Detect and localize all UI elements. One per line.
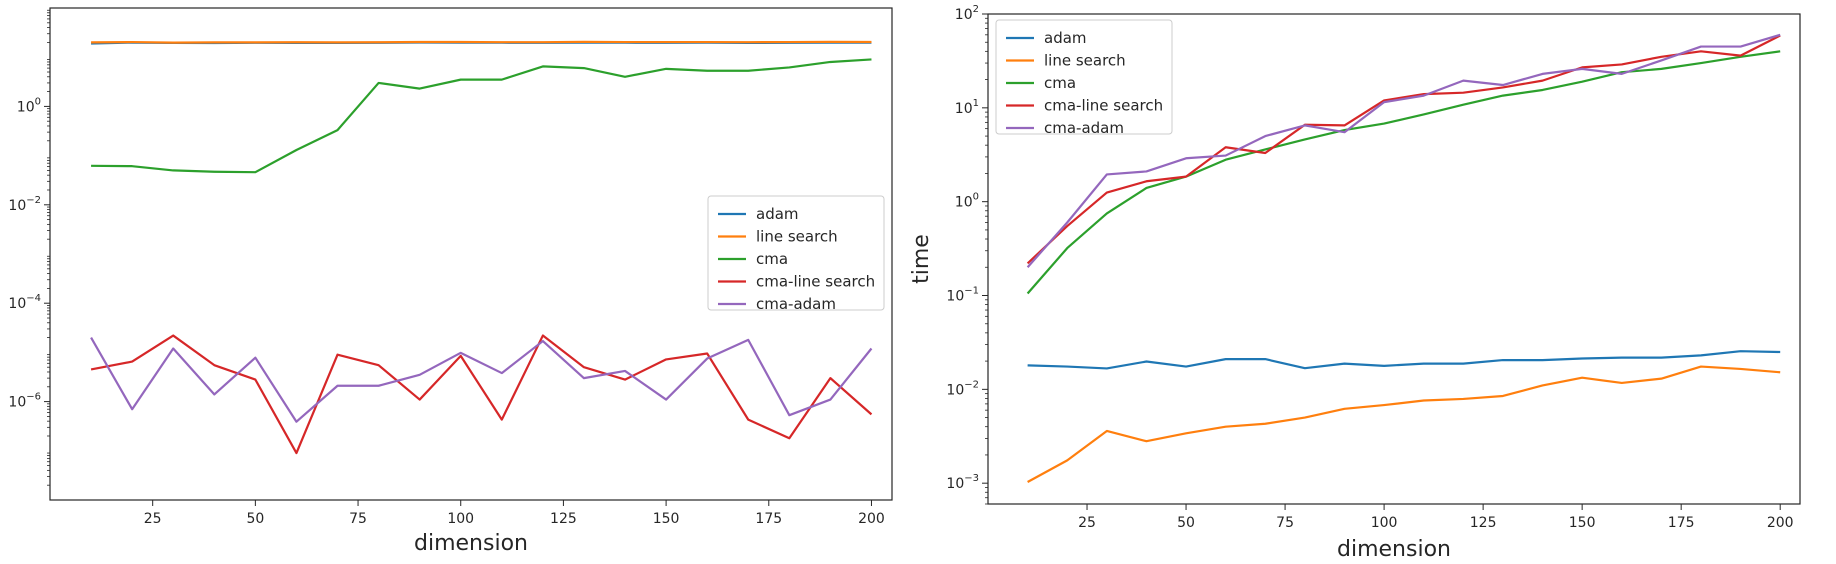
series-line-cma-line-search	[1026, 34, 1781, 265]
legend-label-cma-adam: cma-adam	[756, 295, 836, 313]
series-line-line-search	[91, 40, 872, 44]
legend-label-cma-line-search: cma-line search	[1044, 97, 1163, 115]
x-tick-label: 75	[1276, 515, 1294, 531]
y-tick-exponent: 2	[973, 4, 979, 15]
x-tick-label: 125	[550, 511, 577, 527]
x-tick-label: 50	[246, 511, 264, 527]
y-tick-label: 10−4	[8, 293, 41, 312]
y-tick-exponent: 0	[973, 192, 979, 203]
x-tick-label: 175	[1668, 515, 1695, 531]
legend-label-cma-line-search: cma-line search	[756, 273, 875, 291]
x-axis-title: dimension	[1337, 537, 1451, 562]
y-tick-mantissa: 10	[946, 476, 964, 492]
y-tick-exponent: −3	[964, 473, 979, 484]
y-tick-mantissa: 10	[8, 296, 26, 312]
legend-label-line-search: line search	[1044, 52, 1126, 70]
y-tick-exponent: −1	[964, 286, 979, 297]
x-tick-label: 25	[1078, 515, 1096, 531]
x-tick-label: 200	[858, 511, 885, 527]
legend-label-cma: cma	[1044, 74, 1076, 92]
y-axis-title: time	[909, 234, 934, 284]
y-tick-label: 102	[955, 4, 979, 23]
series-line-cma-adam	[90, 337, 873, 423]
series-line-line-search	[1027, 365, 1781, 483]
series-line-adam	[1027, 350, 1781, 370]
x-tick-label: 150	[653, 511, 680, 527]
legend-label-cma-adam: cma-adam	[1044, 119, 1124, 137]
x-tick-label: 75	[349, 511, 367, 527]
x-tick-label: 100	[447, 511, 474, 527]
y-tick-label: 100	[17, 96, 41, 115]
y-tick-mantissa: 10	[8, 198, 26, 214]
legend: adam line search cma cma-line search cma-ada…	[707, 195, 885, 313]
y-tick-mantissa: 10	[8, 395, 26, 411]
x-tick-label: 125	[1470, 515, 1497, 531]
y-tick-exponent: −6	[26, 392, 41, 403]
y-tick-mantissa: 10	[946, 382, 964, 398]
y-tick-exponent: −2	[26, 195, 41, 206]
y-tick-mantissa: 10	[955, 7, 973, 23]
series-line-cma	[1026, 50, 1781, 295]
legend-box	[707, 195, 885, 311]
legend-label-cma: cma	[756, 250, 788, 268]
legend-label-adam: adam	[756, 205, 799, 223]
legend-box	[995, 19, 1173, 135]
x-axis-title: dimension	[414, 531, 528, 556]
y-tick-label: 10−6	[8, 392, 41, 411]
y-tick-exponent: −2	[964, 379, 979, 390]
y-tick-label: 101	[955, 98, 979, 117]
x-tick-label: 150	[1569, 515, 1596, 531]
y-tick-exponent: 0	[35, 96, 41, 107]
y-tick-label: 10−1	[946, 286, 979, 305]
series-line-cma	[91, 58, 872, 174]
legend-label-line-search: line search	[756, 228, 838, 246]
y-tick-label: 10−3	[946, 473, 979, 492]
x-tick-label: 25	[144, 511, 162, 527]
y-tick-mantissa: 10	[946, 289, 964, 305]
series-line-cma-line-search	[90, 334, 873, 455]
y-tick-exponent: −4	[26, 293, 41, 304]
y-tick-label: 10−2	[8, 195, 41, 214]
x-tick-label: 175	[755, 511, 782, 527]
y-tick-mantissa: 10	[955, 195, 973, 211]
series-line-cma-adam	[1026, 33, 1781, 268]
legend: adam line search cma cma-line search cma-ada…	[995, 19, 1173, 137]
x-tick-label: 50	[1177, 515, 1195, 531]
y-tick-exponent: 1	[973, 98, 979, 109]
y-tick-mantissa: 10	[955, 101, 973, 117]
legend-label-adam: adam	[1044, 29, 1087, 47]
x-tick-label: 100	[1371, 515, 1398, 531]
y-tick-label: 10−2	[946, 379, 979, 398]
x-tick-label: 200	[1767, 515, 1794, 531]
y-tick-label: 100	[955, 192, 979, 211]
y-tick-mantissa: 10	[17, 99, 35, 115]
